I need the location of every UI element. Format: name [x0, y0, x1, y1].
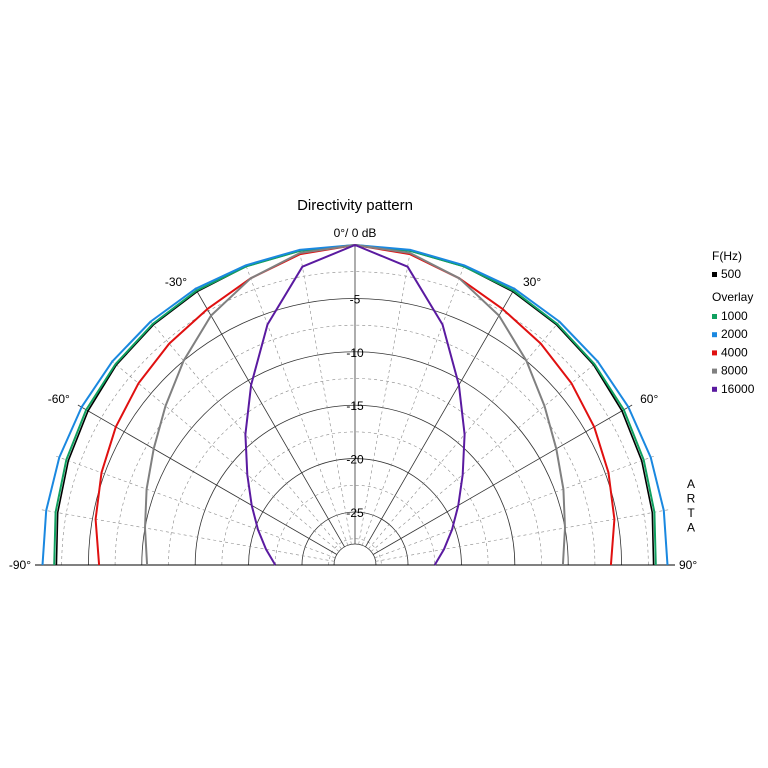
legend-item-label: 4000 — [721, 345, 748, 359]
angle-tick-label: -30° — [165, 275, 187, 289]
grid-spoke-minor — [39, 509, 335, 562]
grid-spoke-minor — [361, 264, 465, 546]
grid-spoke-major — [77, 404, 338, 555]
legend: F(Hz) 500 Overlay 1000 2000 4000 8000 16000 — [712, 249, 755, 396]
angle-tick-label: 60° — [640, 392, 658, 406]
radial-tick-label: -25 — [346, 506, 364, 520]
grid-spoke-minor — [368, 319, 561, 550]
grid-spoke-minor — [149, 319, 342, 550]
grid-spoke-major — [194, 287, 345, 548]
angle-tick-label: 90° — [679, 558, 697, 572]
grid-spoke-minor — [374, 455, 656, 559]
legend-swatch — [712, 350, 717, 356]
watermark-letter: R — [687, 492, 696, 506]
series-group — [41, 244, 669, 566]
legend-swatch — [712, 332, 717, 338]
top-label: 0°/ 0 dB — [334, 226, 377, 240]
radial-tick-label: -20 — [346, 453, 364, 467]
grid-spoke-minor — [299, 249, 352, 545]
grid-ring-minor — [221, 431, 489, 566]
polar-grid — [35, 245, 675, 566]
series-16000 — [244, 244, 466, 566]
legend-swatch — [712, 368, 717, 374]
grid-ring-minor — [114, 324, 596, 566]
grid-spoke-minor — [245, 264, 349, 546]
legend-item-label: 8000 — [721, 364, 748, 378]
chart-title: Directivity pattern — [297, 197, 413, 214]
legend-item-label: 500 — [721, 267, 741, 281]
legend-item-label: 16000 — [721, 382, 755, 396]
radial-tick-label: -10 — [346, 346, 364, 360]
legend-header: F(Hz) — [712, 249, 742, 263]
watermark-letter: A — [687, 521, 695, 535]
axis-labels: 0°/ 0 dB -5 -10 -15 -20 -25 -90° -60° -30° 30° 60°… — [9, 226, 698, 572]
grid-ring-minor — [274, 485, 436, 566]
grid-ring-minor — [168, 378, 542, 566]
legend-swatch — [712, 272, 717, 277]
radial-tick-label: -15 — [346, 399, 364, 413]
legend-swatch — [712, 386, 717, 392]
grid-spoke-minor — [109, 359, 340, 552]
grid-spoke-minor — [54, 455, 336, 559]
radial-tick-label: -5 — [350, 292, 361, 306]
grid-spoke-major — [372, 404, 633, 555]
watermark-letter: T — [687, 506, 695, 520]
grid-spoke-minor — [375, 509, 671, 562]
angle-tick-label: -90° — [9, 558, 31, 572]
legend-swatch — [712, 314, 717, 319]
angle-tick-label: -60° — [48, 392, 70, 406]
grid-spoke-major — [365, 287, 516, 548]
legend-item-label: 2000 — [721, 327, 748, 341]
legend-overlay-header: Overlay — [712, 290, 753, 304]
grid-spoke-minor — [358, 249, 411, 545]
angle-tick-label: 30° — [523, 275, 541, 289]
watermark-letter: A — [687, 477, 695, 491]
legend-item-label: 1000 — [721, 309, 748, 323]
grid-spoke-minor — [370, 359, 601, 552]
grid-ring-minor — [61, 271, 649, 566]
